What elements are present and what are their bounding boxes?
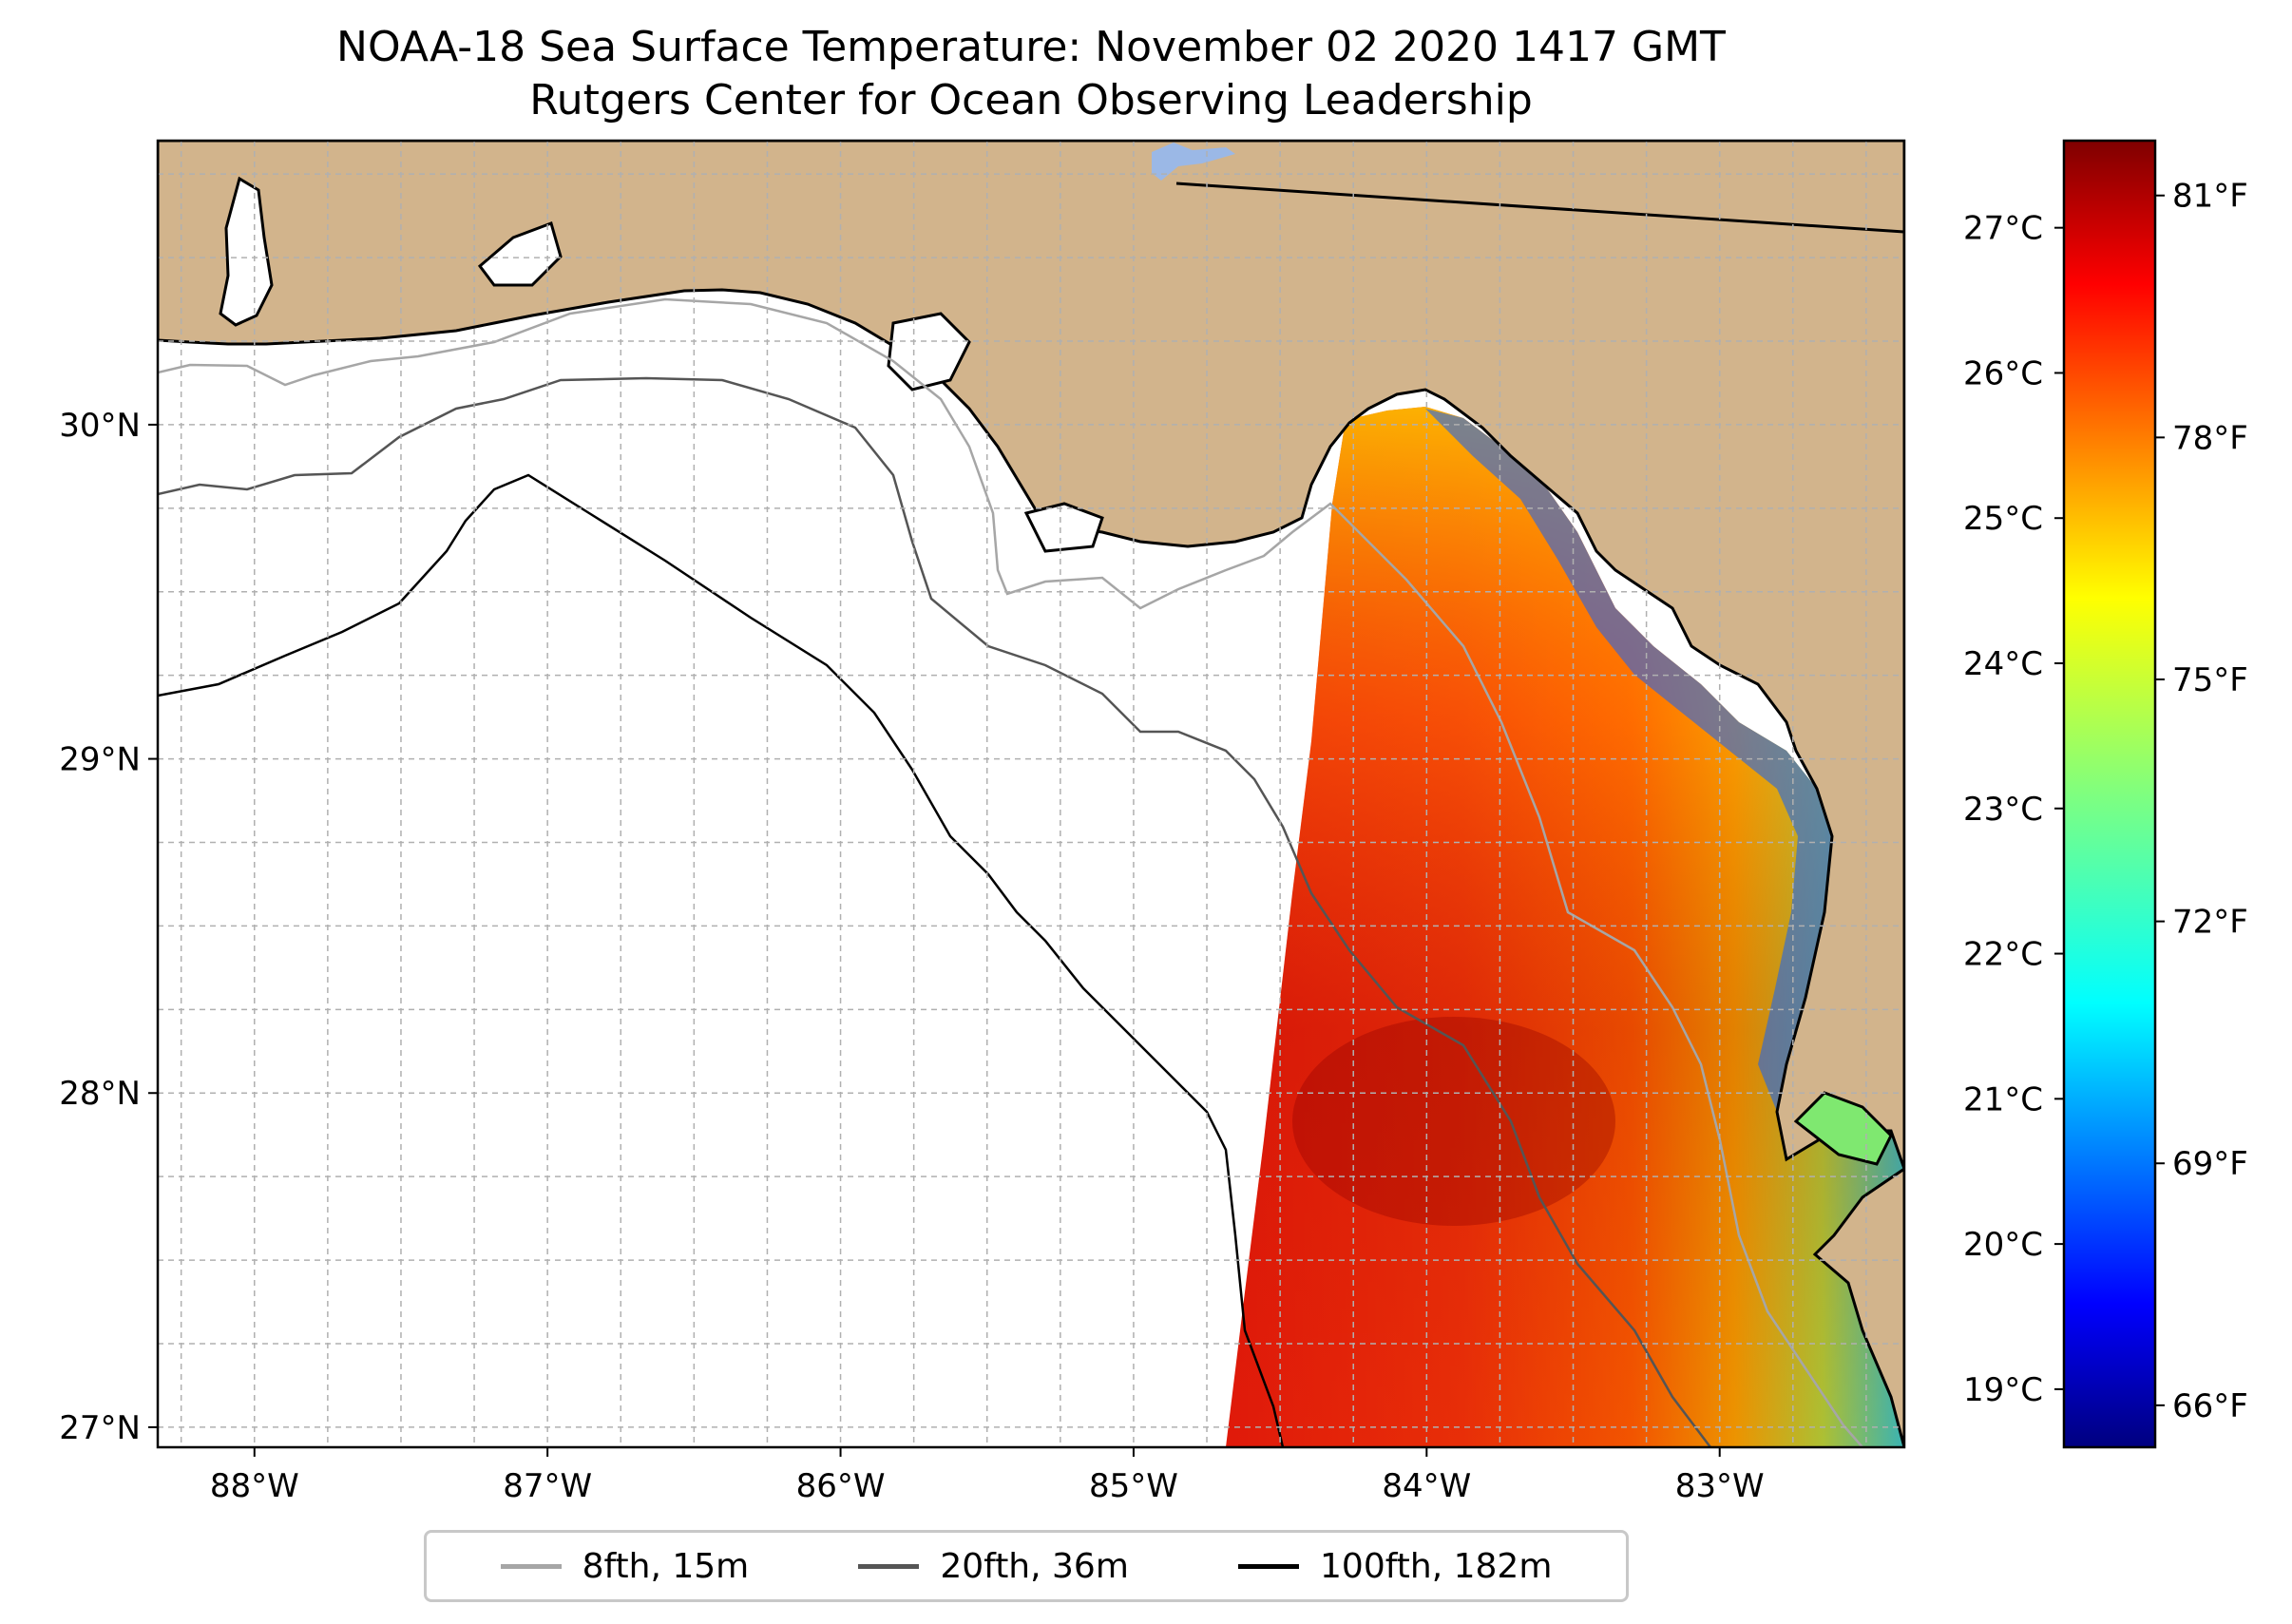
legend-label-8fth: 8fth, 15m (582, 1546, 750, 1586)
contour-legend: 8fth, 15m 20fth, 36m 100fth, 182m (424, 1530, 1629, 1602)
gridlines (158, 141, 1904, 1447)
lat-tick-label: 30°N (59, 407, 141, 445)
fahrenheit-tick-label: 69°F (2172, 1145, 2248, 1183)
lon-tick-label: 83°W (1675, 1467, 1765, 1505)
lon-tick-label: 85°W (1089, 1467, 1178, 1505)
latitude-labels: 27°N 28°N 29°N 30°N (59, 407, 158, 1447)
colorbar-celsius-ticks: 19°C 20°C 21°C 22°C 23°C 24°C 25°C 26°C 27°C (1963, 210, 2064, 1409)
cold-fringe (1425, 409, 1832, 1112)
celsius-tick-label: 22°C (1963, 936, 2043, 974)
fahrenheit-tick-label: 75°F (2172, 661, 2248, 699)
fahrenheit-tick-label: 66°F (2172, 1387, 2248, 1425)
celsius-tick-label: 27°C (1963, 210, 2043, 248)
celsius-tick-label: 24°C (1963, 645, 2043, 683)
legend-swatch-8fth (500, 1563, 562, 1569)
celsius-tick-label: 21°C (1963, 1080, 2043, 1118)
lat-tick-label: 29°N (59, 741, 141, 779)
celsius-tick-label: 20°C (1963, 1226, 2043, 1264)
contour-20fth (158, 376, 1711, 1447)
warm-core (1292, 1017, 1615, 1226)
legend-swatch-100fth (1238, 1563, 1300, 1569)
fahrenheit-tick-label: 81°F (2172, 178, 2248, 216)
lon-tick-label: 84°W (1382, 1467, 1471, 1505)
lake (1152, 143, 1235, 181)
apalachicola-bay (1023, 502, 1104, 553)
celsius-tick-label: 25°C (1963, 500, 2043, 538)
legend-label-20fth: 20fth, 36m (940, 1546, 1129, 1586)
pensacola-bay (477, 221, 563, 287)
celsius-tick-label: 26°C (1963, 354, 2043, 392)
chart-title: NOAA-18 Sea Surface Temperature: Novembe… (336, 23, 1726, 71)
mobile-bay (219, 176, 274, 327)
celsius-tick-label: 19°C (1963, 1371, 2043, 1409)
longitude-labels: 88°W 87°W 86°W 85°W 84°W 83°W (210, 1447, 1765, 1505)
fahrenheit-tick-label: 72°F (2172, 904, 2248, 942)
lon-tick-label: 88°W (210, 1467, 299, 1505)
st-andrew-bay (887, 312, 971, 392)
legend-item-20fth: 20fth, 36m (858, 1547, 1129, 1586)
colorbar (2062, 139, 2157, 1449)
lat-tick-label: 28°N (59, 1075, 141, 1113)
land (158, 141, 1904, 1447)
legend-item-8fth: 8fth, 15m (500, 1546, 750, 1586)
contour-100fth (158, 473, 1285, 1447)
chart-subtitle: Rutgers Center for Ocean Observing Leade… (529, 76, 1533, 124)
legend-swatch-20fth (858, 1563, 920, 1569)
lon-tick-label: 86°W (796, 1467, 886, 1505)
celsius-tick-label: 23°C (1963, 791, 2043, 829)
lon-tick-label: 87°W (503, 1467, 592, 1505)
map-frame (156, 139, 1906, 1449)
legend-item-100fth: 100fth, 182m (1238, 1547, 1552, 1586)
state-border (1175, 182, 1904, 234)
contour-8fth (158, 297, 1863, 1447)
lat-tick-label: 27°N (59, 1409, 141, 1447)
colorbar-fahrenheit-ticks: 66°F 69°F 72°F 75°F 78°F 81°F (2155, 178, 2248, 1425)
fahrenheit-tick-label: 78°F (2172, 419, 2248, 457)
legend-label-100fth: 100fth, 182m (1320, 1546, 1553, 1586)
